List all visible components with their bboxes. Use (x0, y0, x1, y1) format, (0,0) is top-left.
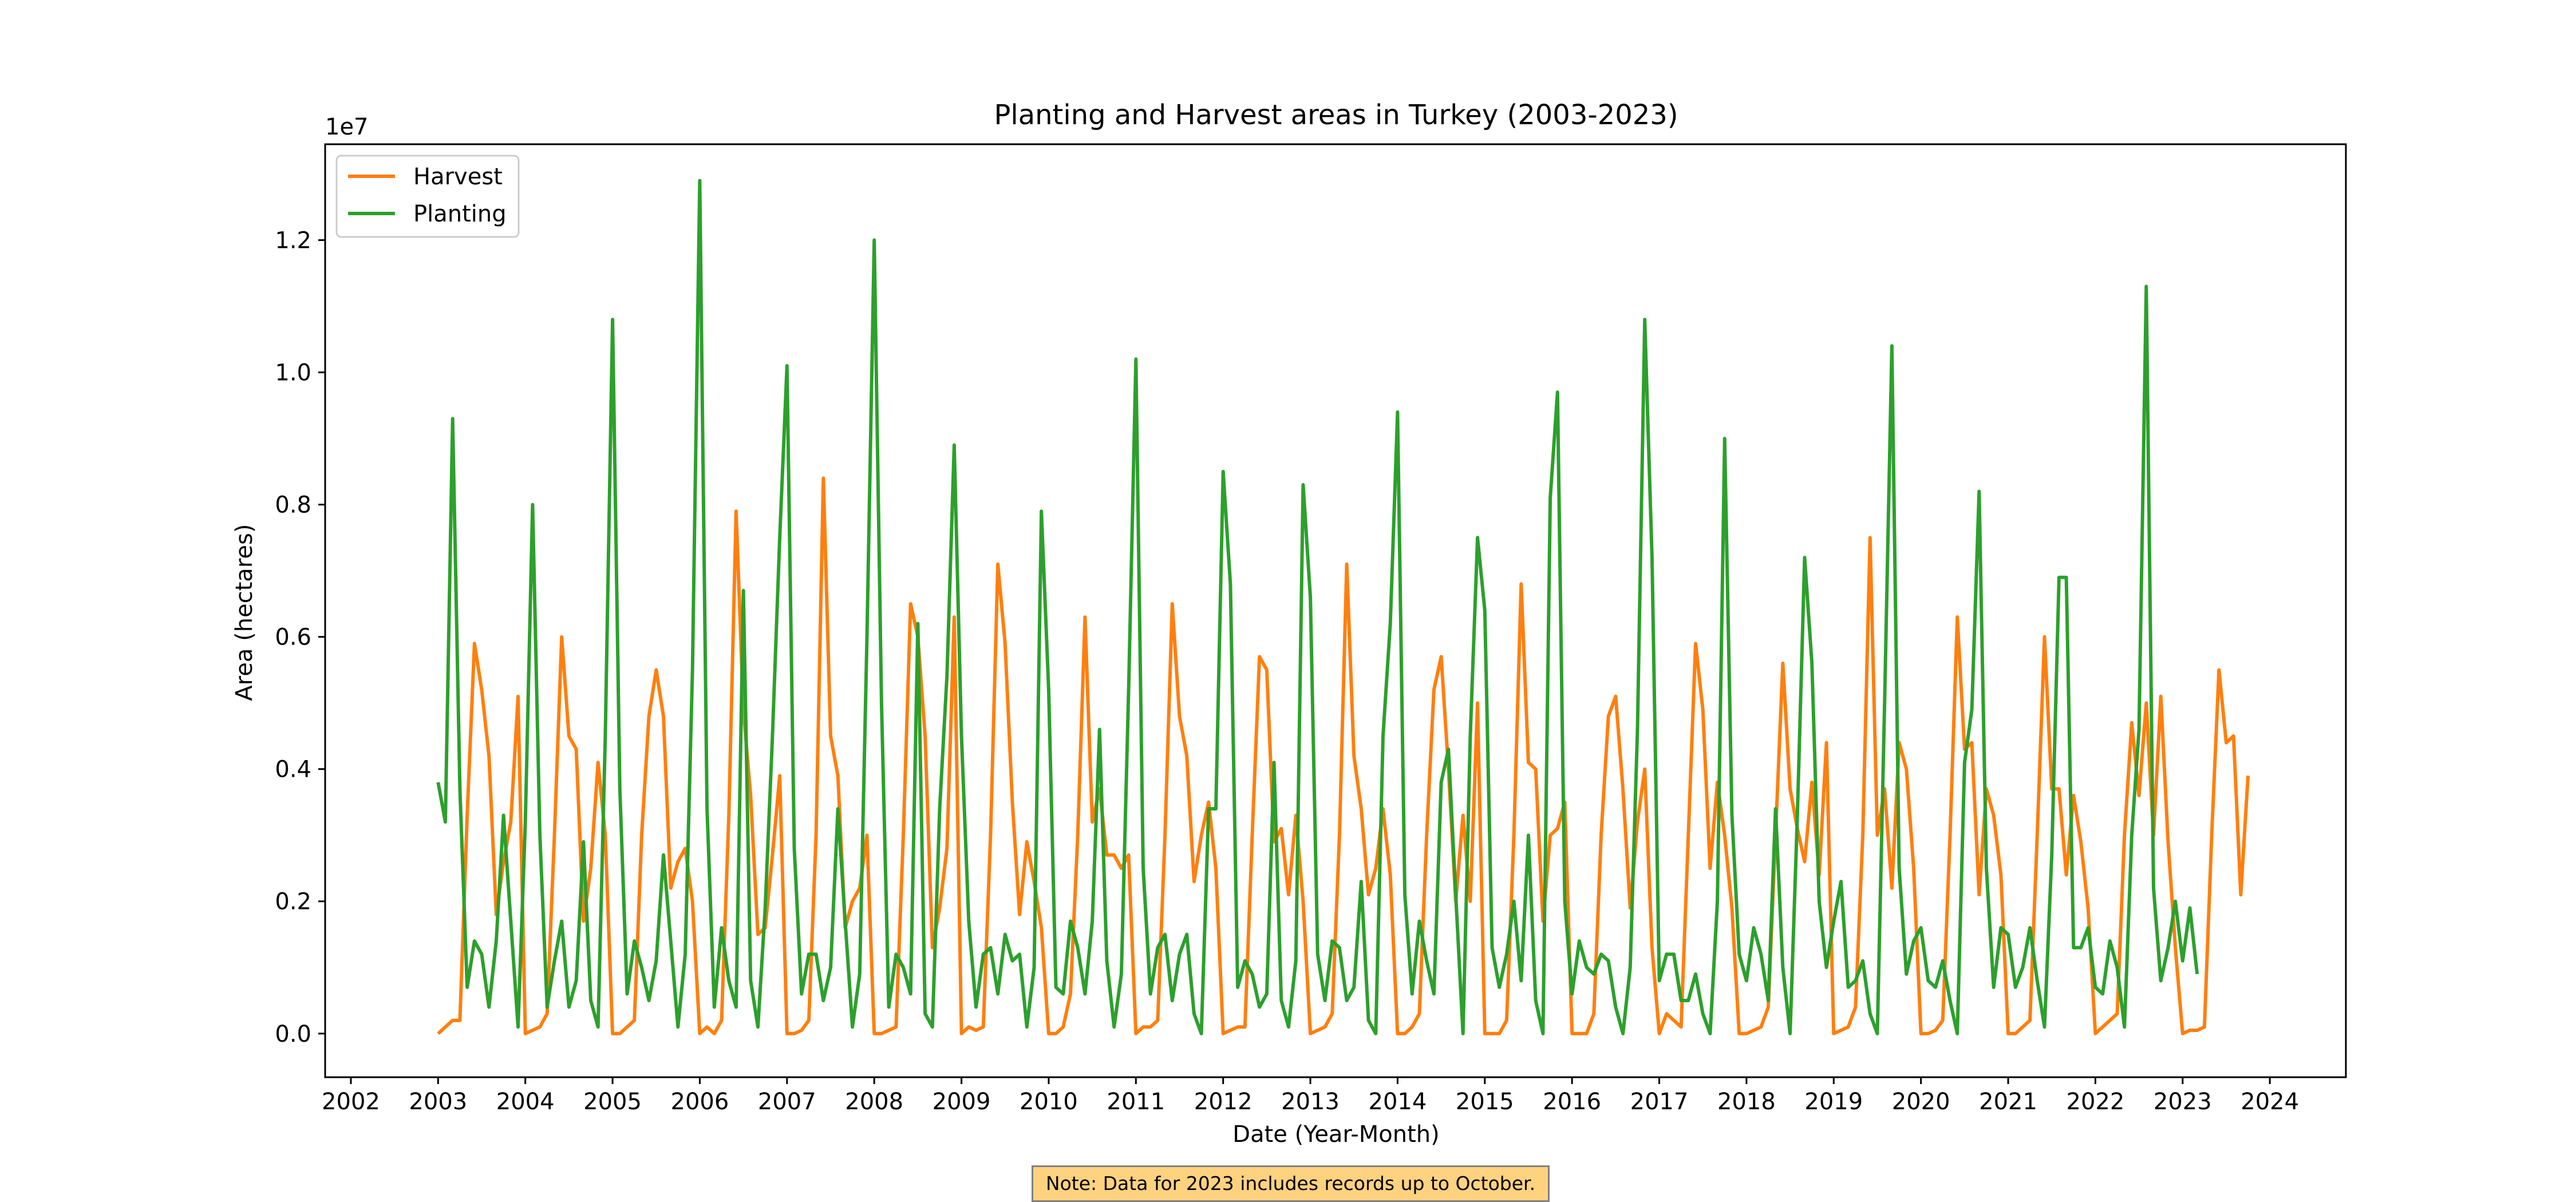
plot-frame (324, 143, 2347, 1078)
y-tick-label: 1.2 (275, 228, 311, 254)
x-tick-label: 2008 (845, 1089, 903, 1115)
x-tick-label: 2022 (2067, 1089, 2125, 1115)
legend-planting-label: Planting (413, 201, 507, 227)
line-chart: Planting and Harvest areas in Turkey (20… (231, 99, 2347, 1148)
x-tick-label: 2021 (1979, 1089, 2037, 1115)
x-tick-label: 2019 (1804, 1089, 1863, 1115)
x-tick-label: 2017 (1630, 1089, 1689, 1115)
plot-area (436, 179, 2250, 1035)
y-tick-label: 0.0 (275, 1021, 311, 1047)
x-tick-label: 2013 (1281, 1089, 1340, 1115)
x-tick-label: 2014 (1369, 1089, 1427, 1115)
chart-title: Planting and Harvest areas in Turkey (20… (994, 99, 1678, 131)
axis-ticks: 2002 2003 2004 2005 2006 2007 2008 2009 2010 2011… (275, 228, 2299, 1115)
x-tick-label: 2023 (2154, 1089, 2212, 1115)
y-tick-label: 0.2 (275, 889, 311, 915)
x-tick-label: 2006 (671, 1089, 729, 1115)
x-tick-label: 2015 (1456, 1089, 1514, 1115)
y-axis-label: Area (hectares) (231, 524, 258, 701)
x-tick-label: 2004 (496, 1089, 555, 1115)
x-tick-label: 2018 (1717, 1089, 1776, 1115)
x-tick-label: 2010 (1020, 1089, 1078, 1115)
y-tick-label: 0.6 (275, 624, 311, 651)
y-tick-label: 0.4 (275, 757, 311, 783)
data-note: Note: Data for 2023 includes records up … (1032, 1165, 1550, 1202)
x-tick-label: 2016 (1543, 1089, 1601, 1115)
x-tick-label: 2012 (1194, 1089, 1253, 1115)
legend: Harvest Planting (335, 155, 520, 238)
series-line-planting (436, 179, 2199, 1035)
x-tick-label: 2005 (583, 1089, 642, 1115)
x-tick-label: 2011 (1107, 1089, 1165, 1115)
x-tick-label: 2009 (933, 1089, 991, 1115)
x-tick-label: 2007 (758, 1089, 816, 1115)
x-tick-label: 2003 (409, 1089, 467, 1115)
x-axis-label: Date (Year-Month) (1232, 1121, 1439, 1148)
y-tick-label: 1.0 (275, 360, 311, 386)
x-tick-label: 2024 (2241, 1089, 2299, 1115)
series-line-harvest (437, 476, 2250, 1035)
x-tick-label: 2020 (1892, 1089, 1950, 1115)
legend-harvest-label: Harvest (413, 164, 503, 190)
y-tick-label: 0.8 (275, 492, 311, 519)
x-tick-label: 2002 (322, 1089, 380, 1115)
y-offset-label: 1e7 (325, 114, 369, 140)
